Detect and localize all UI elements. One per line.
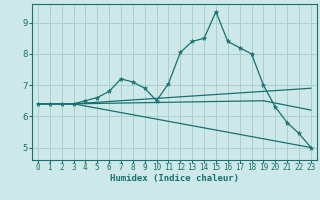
- X-axis label: Humidex (Indice chaleur): Humidex (Indice chaleur): [110, 174, 239, 183]
